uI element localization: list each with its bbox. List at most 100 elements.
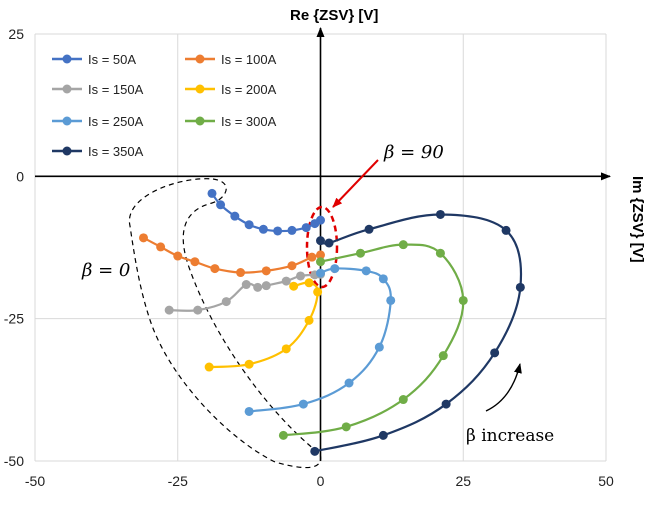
data-point: [490, 348, 500, 358]
beta-0-envelope: [128, 178, 322, 469]
data-point: [204, 362, 214, 372]
legend-label: Is = 50A: [88, 52, 136, 67]
data-point: [307, 252, 317, 262]
legend-swatch-marker: [62, 146, 72, 156]
beta-increase-label: β increase: [466, 426, 554, 446]
legend-entry: Is = 150A: [52, 82, 144, 97]
data-point: [298, 399, 308, 409]
data-point: [316, 236, 325, 246]
data-point: [296, 271, 306, 281]
data-point: [378, 274, 388, 284]
data-point: [316, 268, 325, 278]
data-point: [287, 261, 297, 271]
data-point: [273, 226, 283, 236]
data-point: [138, 233, 148, 243]
legend-entry: Is = 300A: [185, 114, 277, 129]
data-point: [310, 446, 320, 456]
legend: Is = 50A Is = 100A Is = 150A Is = 200A Is = …: [52, 52, 277, 159]
data-point: [378, 430, 388, 440]
series-6: [278, 240, 468, 440]
data-point: [281, 276, 291, 286]
legend-label: Is = 250A: [88, 114, 144, 129]
data-point: [221, 297, 231, 307]
series-7: [310, 209, 525, 456]
series-3: [164, 269, 325, 315]
data-point: [364, 224, 374, 234]
data-point: [207, 188, 217, 198]
y-tick-label: -50: [4, 453, 24, 469]
data-point: [361, 266, 371, 276]
series-layer: [138, 188, 525, 456]
data-point: [355, 248, 365, 258]
data-point: [316, 257, 325, 267]
legend-entry: Is = 350A: [52, 144, 144, 159]
legend-swatch-marker: [195, 116, 205, 126]
legend-entry: Is = 100A: [185, 52, 277, 67]
beta-0-label: β = 0: [81, 260, 130, 281]
data-point: [313, 287, 323, 297]
data-point: [216, 200, 226, 210]
legend-swatch-marker: [195, 84, 205, 94]
data-point: [244, 359, 254, 369]
data-point: [261, 266, 271, 276]
data-point: [341, 422, 351, 432]
data-point: [236, 268, 246, 278]
data-point: [304, 278, 314, 288]
legend-label: Is = 150A: [88, 82, 144, 97]
series-4: [204, 278, 323, 372]
data-point: [193, 305, 203, 315]
x-tick-label: 50: [598, 473, 614, 489]
beta-90-arrow: [332, 159, 379, 208]
data-point: [398, 395, 408, 405]
data-point: [374, 342, 384, 352]
y-tick-label: 25: [8, 26, 24, 42]
legend-swatch-marker: [195, 54, 205, 64]
legend-entry: Is = 200A: [185, 82, 277, 97]
data-point: [301, 223, 311, 233]
data-point: [316, 250, 325, 260]
y-tick-label: -25: [4, 311, 24, 327]
data-point: [258, 224, 268, 234]
tick-labels: -50 -25 0 25 50 25 0 -25 -50: [4, 26, 614, 489]
series-2: [138, 233, 325, 278]
data-point: [289, 281, 299, 291]
legend-swatch-marker: [62, 116, 72, 126]
data-point: [344, 378, 354, 388]
x-tick-label: 25: [455, 473, 471, 489]
series-line: [314, 213, 523, 453]
data-point: [438, 351, 448, 361]
legend-label: Is = 300A: [221, 114, 277, 129]
data-point: [210, 264, 220, 274]
beta-90-ellipse: [305, 205, 339, 289]
data-point: [316, 215, 325, 225]
data-point: [501, 225, 511, 235]
data-point: [190, 257, 200, 267]
data-point: [244, 406, 254, 416]
legend-entry: Is = 250A: [52, 114, 144, 129]
data-point: [173, 251, 183, 261]
data-point: [458, 295, 468, 305]
data-point: [278, 430, 288, 440]
x-tick-label: -50: [25, 473, 45, 489]
data-point: [253, 282, 263, 292]
legend-label: Is = 350A: [88, 144, 144, 159]
series-1: [207, 188, 325, 236]
data-point: [281, 344, 291, 354]
x-tick-label: -25: [168, 473, 188, 489]
data-point: [330, 264, 340, 274]
legend-swatch-marker: [62, 54, 72, 64]
data-point: [435, 209, 445, 219]
data-point: [398, 240, 408, 250]
data-point: [244, 220, 254, 230]
series-5: [244, 264, 396, 416]
data-point: [164, 305, 174, 315]
data-point: [386, 295, 396, 305]
legend-entry: Is = 50A: [52, 52, 136, 67]
data-point: [156, 242, 166, 252]
data-point: [435, 248, 445, 258]
legend-label: Is = 200A: [221, 82, 277, 97]
legend-label: Is = 100A: [221, 52, 277, 67]
legend-swatch-marker: [62, 84, 72, 94]
data-point: [441, 399, 451, 409]
